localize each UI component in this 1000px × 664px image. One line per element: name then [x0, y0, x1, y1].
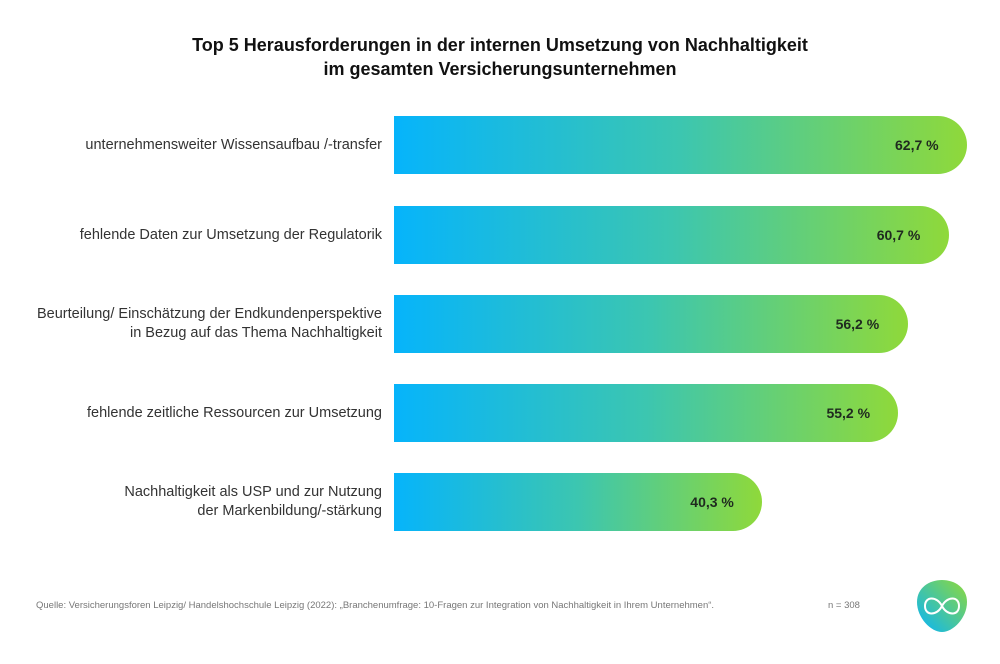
chart-title-line-1: Top 5 Herausforderungen in der internen …: [192, 35, 808, 55]
bar: [394, 206, 949, 264]
value-label: 40,3 %: [690, 494, 734, 510]
value-label: 55,2 %: [826, 405, 871, 421]
value-label: 62,7 %: [895, 137, 939, 153]
sample-size: n = 308: [828, 600, 860, 611]
bar: [394, 295, 908, 353]
bar: [394, 116, 967, 174]
category-label-line: in Bezug auf das Thema Nachhaltigkeit: [129, 325, 382, 341]
category-label: fehlende zeitliche Ressourcen zur Umsetz…: [2, 384, 382, 442]
value-label: 56,2 %: [835, 316, 880, 332]
category-label: Beurteilung/ Einschätzung der Endkundenp…: [2, 295, 382, 353]
bar: [394, 473, 763, 531]
category-label-line: Beurteilung/ Einschätzung der Endkundenp…: [36, 306, 382, 322]
category-label-line: Nachhaltigkeit als USP und zur Nutzung: [124, 484, 382, 500]
category-label-line: unternehmensweiter Wissensaufbau /-trans…: [85, 136, 382, 153]
category-label: fehlende Daten zur Umsetzung der Regulat…: [2, 206, 382, 264]
chart-title: Top 5 Herausforderungen in der internen …: [0, 33, 1000, 81]
category-label-line: fehlende zeitliche Ressourcen zur Umsetz…: [87, 404, 382, 421]
logo-icon: [917, 580, 967, 632]
category-label: Nachhaltigkeit als USP und zur Nutzung de…: [2, 473, 382, 531]
value-label: 60,7 %: [876, 227, 921, 243]
bar: [394, 384, 899, 442]
category-label-line: fehlende Daten zur Umsetzung der Regulat…: [79, 226, 382, 243]
chart-title-line-2: im gesamten Versicherungsunternehmen: [323, 59, 677, 79]
source-note: Quelle: Versicherungsforen Leipzig/ Hand…: [36, 600, 715, 611]
category-label-line: der Markenbildung/-stärkung: [197, 503, 382, 519]
category-label: unternehmensweiter Wissensaufbau /-trans…: [2, 116, 382, 174]
